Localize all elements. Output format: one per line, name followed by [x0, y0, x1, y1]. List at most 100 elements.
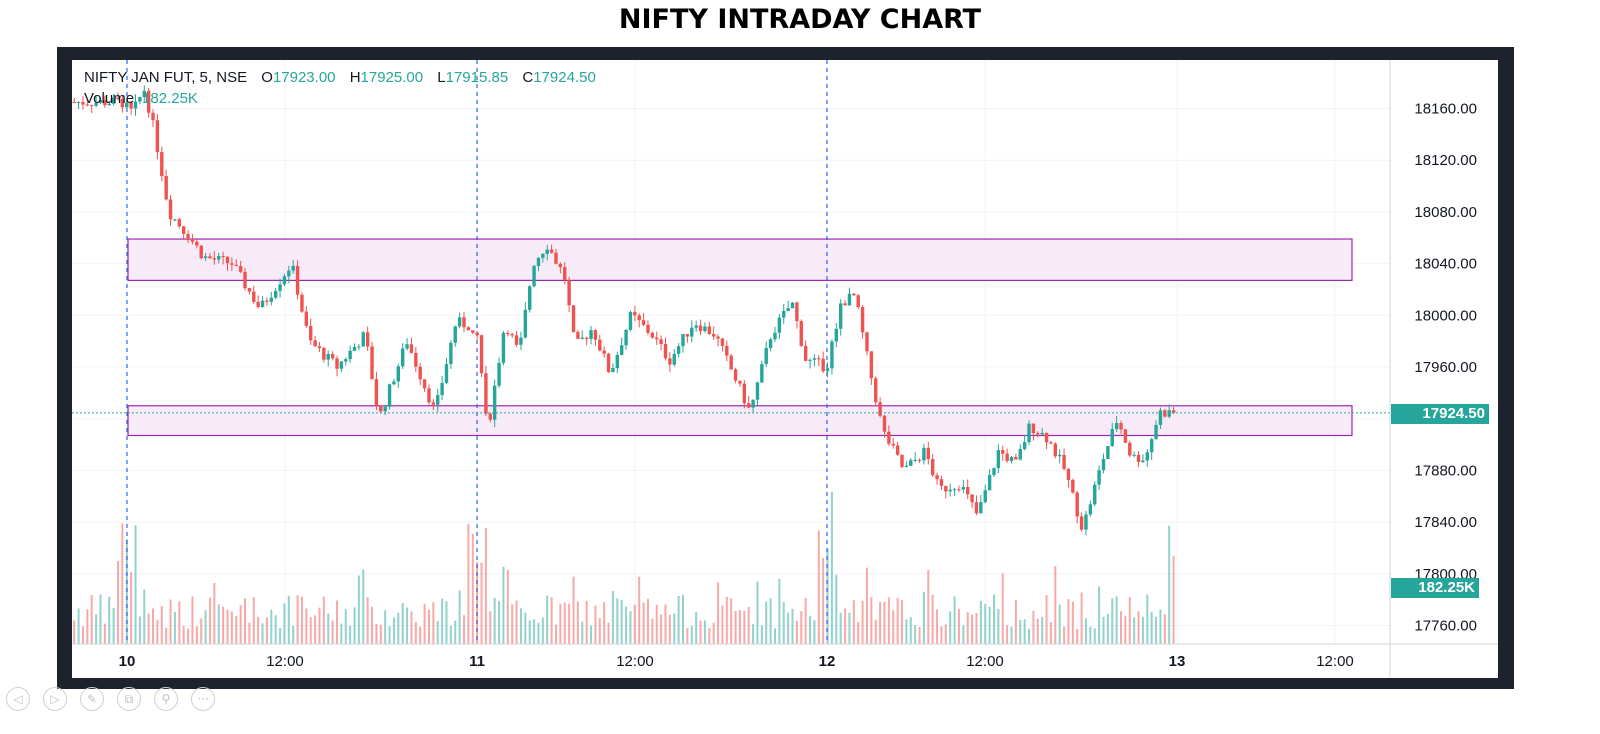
volume-bar — [121, 523, 124, 644]
volume-bar — [1172, 555, 1175, 644]
time-axis: 10 12:00 11 12:00 12 12:00 13 12:00 — [119, 653, 1354, 670]
pen-icon[interactable]: ✎ — [80, 687, 104, 711]
volume-bar — [463, 615, 466, 644]
next-icon[interactable]: ▷ — [43, 687, 67, 711]
volume-bar — [467, 523, 470, 644]
candle-down — [930, 459, 935, 476]
candle-up — [1093, 484, 1097, 505]
page-title: NIFTY INTRADAY CHART — [618, 4, 982, 35]
volume-bar — [682, 594, 685, 644]
volume-bar — [283, 603, 286, 644]
volume-bar — [143, 589, 146, 644]
candle-up — [913, 459, 917, 461]
volume-bar — [1128, 597, 1131, 644]
candle-down — [935, 475, 939, 480]
volume-bar — [108, 596, 111, 644]
candle-down — [974, 502, 979, 514]
volume-bar — [213, 582, 216, 644]
volume-bar — [695, 611, 698, 644]
symbol-label[interactable]: NIFTY JAN FUT, 5, NSE — [84, 69, 248, 86]
volume-bar — [458, 590, 461, 644]
candle-down — [195, 241, 199, 246]
low-value: 17915.85 — [445, 69, 509, 86]
candle-up — [545, 249, 549, 254]
y-tick-label: 18000.00 — [1414, 307, 1477, 324]
candle-up — [777, 317, 782, 333]
candle-down — [151, 112, 155, 121]
volume-bar — [1032, 610, 1035, 644]
more-icon[interactable]: ··· — [191, 687, 215, 711]
candle-down — [265, 300, 269, 302]
volume-bar — [388, 626, 391, 644]
candle-down — [160, 152, 164, 176]
volume-bar — [813, 620, 816, 644]
y-tick-label: 18040.00 — [1414, 256, 1477, 273]
candle-up — [628, 311, 633, 330]
volume-bar — [809, 616, 812, 644]
candle-up — [278, 284, 282, 291]
y-tick-label: 18080.00 — [1414, 204, 1477, 221]
volume-bar — [1155, 616, 1158, 644]
volume-bar — [1054, 566, 1057, 644]
volume-bar — [975, 613, 978, 644]
candle-down — [926, 447, 930, 460]
volume-label[interactable]: Volume — [84, 90, 135, 107]
copy-icon[interactable]: ⧉ — [117, 687, 141, 711]
candle-down — [891, 443, 895, 446]
volume-bar — [270, 609, 273, 644]
candle-down — [177, 219, 182, 227]
candle-down — [593, 330, 598, 340]
price-axis: 18160.00 18120.00 18080.00 18040.00 18000.00… — [1414, 101, 1477, 635]
candle-down — [821, 358, 825, 372]
volume-bar — [708, 628, 711, 644]
candle-down — [81, 101, 85, 105]
candle-down — [685, 334, 690, 337]
y-tick-label: 17840.00 — [1414, 514, 1477, 531]
candle-up — [501, 332, 506, 363]
candle-up — [961, 487, 966, 490]
candle-down — [422, 379, 427, 389]
volume-bar — [633, 604, 636, 644]
volume-bar — [984, 603, 987, 644]
candle-up — [536, 257, 541, 266]
candle-up — [838, 303, 843, 329]
candle-up — [760, 364, 764, 383]
volume-bar — [773, 628, 776, 644]
volume-bar — [668, 614, 671, 644]
volume-bar — [1124, 615, 1127, 644]
x-tick-label: 10 — [119, 653, 136, 670]
x-tick-label: 13 — [1169, 653, 1186, 670]
candle-down — [606, 353, 611, 373]
chart-background — [72, 60, 1498, 678]
x-tick-label: 12 — [819, 653, 836, 670]
volume-bar — [576, 601, 579, 644]
candle-down — [238, 266, 243, 272]
volume-bar — [620, 600, 623, 644]
volume-bar — [563, 602, 566, 644]
volume-bar — [480, 562, 483, 644]
candle-up — [1088, 504, 1093, 515]
volume-bar — [1023, 619, 1026, 644]
volume-bar — [585, 600, 588, 644]
volume-bar — [436, 620, 439, 644]
zoom-icon[interactable]: ⚲ — [154, 687, 178, 711]
volume-bar — [445, 601, 448, 644]
volume-bar — [261, 623, 264, 644]
candle-up — [690, 327, 694, 337]
candlestick-chart[interactable]: 18160.00 18120.00 18080.00 18040.00 18000.00… — [72, 60, 1498, 678]
candle-down — [576, 331, 580, 339]
volume-bar — [1010, 626, 1013, 644]
candle-up — [203, 256, 208, 259]
candle-up — [138, 96, 142, 102]
candle-down — [549, 249, 554, 253]
candle-up — [326, 353, 330, 360]
candle-down — [874, 378, 878, 403]
volume-bar — [992, 594, 995, 644]
volume-bar — [830, 491, 833, 644]
volume-bar — [918, 626, 921, 644]
volume-bar — [642, 602, 645, 644]
candle-up — [1167, 410, 1171, 417]
zone-resistance — [127, 238, 1353, 282]
volume-bar — [966, 612, 969, 644]
prev-icon[interactable]: ◁ — [6, 687, 30, 711]
